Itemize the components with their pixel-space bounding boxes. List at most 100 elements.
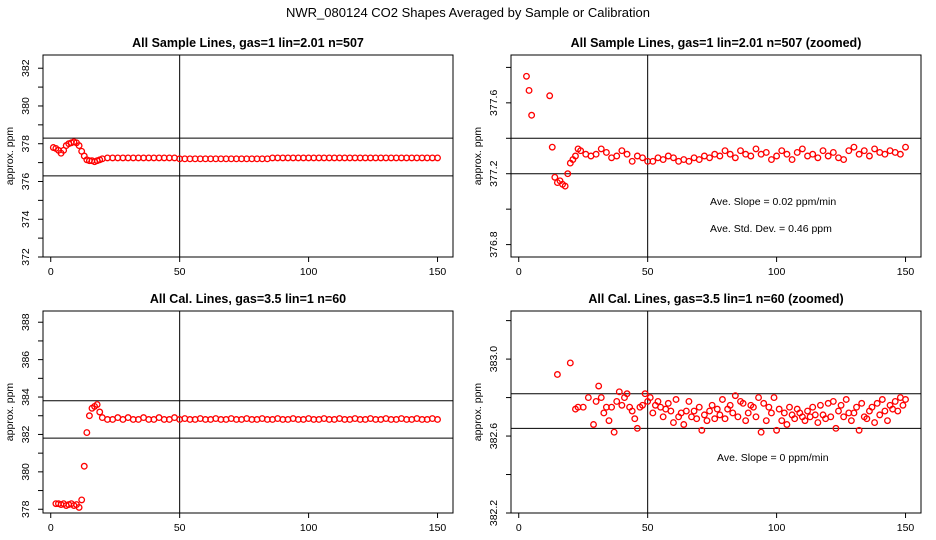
panel-4-point	[773, 426, 781, 434]
panel-2-point	[881, 150, 889, 158]
panel-2-point	[523, 72, 530, 80]
panel-4-x-tick-label: 50	[642, 522, 654, 534]
panel-4-point	[858, 399, 866, 407]
panel-4-point	[680, 421, 688, 428]
panel-2-point	[850, 143, 858, 151]
panel-4-point	[693, 415, 701, 423]
panel-4-point	[757, 428, 765, 436]
panel-2-point	[628, 157, 636, 165]
panel-2-point	[659, 156, 667, 163]
panel-4-point	[902, 396, 909, 403]
panel-4-point	[618, 401, 626, 409]
panel-2-point	[716, 152, 724, 160]
panel-1-x-tick-label: 150	[429, 266, 447, 278]
panel-2-point	[814, 154, 822, 162]
panel-4-point	[623, 390, 631, 398]
panel-2-point	[731, 154, 739, 162]
panel-4-point	[654, 397, 662, 405]
panel-2-point	[551, 173, 559, 181]
panel-4-point	[703, 417, 711, 425]
panel-3-x-tick-label: 0	[48, 522, 54, 534]
panel-2-point	[798, 145, 806, 153]
panel-2-point	[639, 154, 646, 162]
panel-4-point	[894, 407, 902, 415]
panel-4-point	[829, 397, 837, 405]
panel-1-y-tick-label: 382	[20, 59, 32, 77]
panel-2-y-axis-label: approx. ppm	[472, 127, 484, 186]
panel-4-point	[716, 411, 724, 419]
panel-4-point	[711, 415, 719, 423]
panel-2-point	[829, 149, 837, 156]
panel-4-point	[749, 403, 757, 411]
panel-4-frame	[510, 310, 922, 514]
panel-3-point	[93, 401, 101, 408]
panel-3-point	[83, 429, 91, 437]
panel-2-point	[572, 152, 579, 160]
panel-3-y-tick-label: 378	[20, 500, 32, 518]
panel-3-point	[75, 503, 83, 511]
panel-4-point	[868, 403, 876, 411]
panel-4-point	[876, 411, 884, 419]
panel-4-point	[752, 413, 760, 421]
panel-4-point	[742, 417, 750, 425]
panel-4-point	[721, 415, 729, 423]
panel-4-point	[847, 417, 855, 425]
panel-4-point	[690, 407, 698, 415]
panel-4-point	[641, 390, 649, 398]
panel-4-point	[659, 413, 667, 421]
panel-2-point	[577, 147, 585, 155]
panel-4-point	[853, 403, 860, 411]
panel-3-y-tick-label: 384	[20, 388, 32, 406]
panel-2-point	[793, 149, 801, 156]
panel-4-point	[783, 421, 791, 428]
panel-3-point	[80, 462, 88, 470]
panel-2-point	[778, 147, 786, 155]
panel-1-y-axis-label: approx. ppm	[4, 127, 16, 186]
panel-4-annotation: Ave. Slope = 0 ppm/min	[717, 452, 829, 464]
panel-2-point	[788, 156, 796, 163]
panel-4-point	[706, 407, 714, 415]
panel-4-point	[633, 424, 641, 432]
panel-4-point	[670, 419, 677, 427]
panel-3-point	[96, 408, 104, 416]
panel-4-point	[842, 396, 850, 403]
panel-4-point	[801, 417, 809, 425]
panel-2-y-tick-label: 377.2	[488, 160, 500, 186]
page-title: NWR_080124 CO2 Shapes Averaged by Sample…	[286, 5, 650, 20]
panel-4-y-axis-label: approx. ppm	[472, 383, 484, 442]
panel-2-point	[845, 147, 853, 155]
panel-2-x-tick-label: 150	[897, 266, 915, 278]
panel-4-point	[775, 405, 783, 413]
panel-4-point	[708, 401, 716, 409]
panel-4-point	[595, 382, 603, 390]
panel-2-point	[773, 152, 781, 160]
panel-4-point	[755, 394, 762, 402]
panel-2-x-tick-label: 0	[516, 266, 522, 278]
panel-3-point	[434, 416, 441, 423]
panel-4-point	[780, 409, 788, 417]
panel-2-point	[855, 150, 863, 158]
panel-2-point	[865, 152, 873, 160]
panel-3-point	[78, 496, 86, 504]
panel-2-point	[902, 143, 909, 151]
panel-4-x-tick-label: 0	[516, 522, 522, 534]
panel-4-point	[765, 403, 773, 411]
panel-4-point	[713, 405, 721, 413]
panel-4-point	[613, 397, 621, 405]
panel-4-point	[605, 417, 613, 425]
panel-4-point	[590, 421, 597, 428]
panel-4-y-tick-label: 383.0	[488, 346, 500, 372]
panel-3-x-tick-label: 50	[174, 522, 186, 534]
panel-4-point	[809, 403, 817, 411]
panel-4-point	[827, 413, 835, 421]
panel-1-x-tick-label: 100	[300, 266, 318, 278]
panel-2-annotation: Ave. Slope = 0.02 ppm/min	[710, 196, 836, 208]
panel-2-point	[809, 150, 817, 158]
panel-4-point	[682, 407, 690, 415]
panel-4-point	[837, 401, 845, 409]
panel-4-point	[584, 394, 592, 402]
panel-2-point	[824, 152, 832, 160]
panel-2-point	[896, 150, 904, 158]
panel-4-point	[891, 397, 899, 405]
panel-2-y-tick-label: 376.8	[488, 231, 500, 257]
